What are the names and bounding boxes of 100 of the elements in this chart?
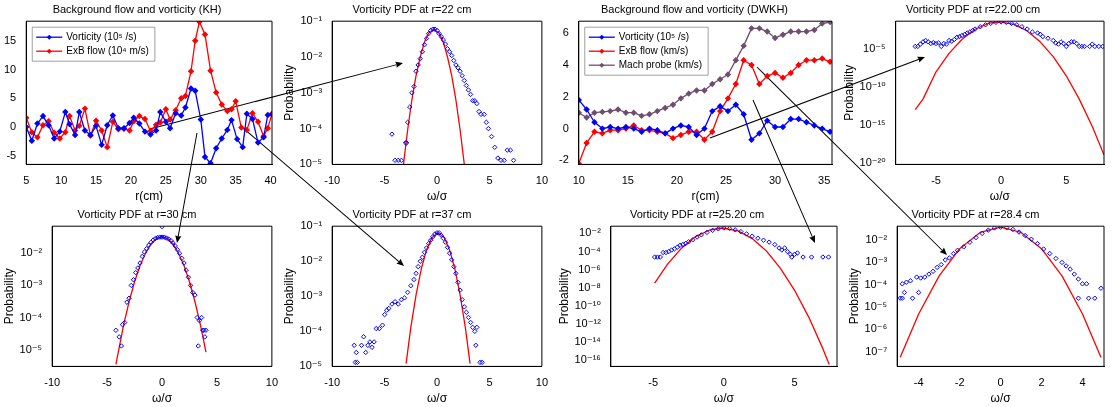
x-axis-title: r(cm) (691, 189, 720, 204)
y-tick-label: 10⁻⁵ (19, 342, 43, 355)
chart-title: Vorticity PDF at r=22 cm (352, 2, 472, 15)
y-tick-label: 10⁻⁴ (299, 324, 323, 337)
chart-title: Background flow and vorticity (DWKH) (600, 2, 789, 15)
y-tick-label: 10⁻⁵ (299, 157, 323, 170)
y-tick-label: 10⁻² (579, 226, 602, 239)
y-axis-title: Probability (841, 64, 856, 121)
y-tick-label: 10⁻¹⁰ (859, 80, 887, 93)
y-tick-label: 10⁻¹ (300, 14, 323, 27)
y-tick-label: 10⁻⁵ (863, 42, 886, 55)
x-tick-label: 10 (535, 376, 549, 389)
x-tick-label: 20 (124, 174, 138, 187)
y-tick-label: 10⁻⁶ (578, 262, 601, 275)
x-tick-label: 0 (998, 174, 1005, 187)
y-tick-label: 15 (3, 33, 17, 46)
x-tick-label: 0 (433, 376, 441, 389)
y-tick-label: 10⁻² (20, 246, 43, 259)
chart-title: Background flow and vorticity (KH) (52, 2, 222, 15)
legend-label: Vorticity (10⁵ /s) (66, 30, 137, 42)
y-axis-title: Probability (1, 268, 16, 325)
x-axis-title: ω/σ (151, 391, 173, 406)
chart-title: Vorticity PDF at r=37 cm (352, 207, 472, 220)
y-tick-label: 10⁻⁴ (299, 121, 323, 134)
y-tick-label: 10⁻⁶ (864, 322, 888, 335)
x-tick-label: 5 (213, 376, 221, 389)
y-tick-label: 10⁻¹⁶ (574, 353, 601, 366)
x-axis-title: ω/σ (989, 189, 1011, 204)
x-tick-label: 5 (791, 376, 798, 389)
y-tick-label: 10⁻² (865, 233, 888, 246)
x-tick-label: 10 (535, 174, 549, 187)
y-tick-label: 4 (562, 57, 569, 70)
y-tick-label: 10⁻³ (20, 278, 43, 291)
x-tick-label: 0 (158, 376, 166, 389)
y-tick-label: 10⁻¹² (575, 317, 602, 330)
chart-title: Vorticity PDF at r=28.4 cm (911, 207, 1040, 220)
x-tick-label: 5 (486, 174, 493, 187)
y-tick-label: -2 (559, 153, 569, 166)
y-axis-title: Probability (556, 268, 571, 325)
y-tick-label: 10⁻¹⁰ (574, 299, 602, 312)
x-tick-label: 20 (670, 174, 684, 187)
y-tick-label: 10⁻³ (300, 289, 323, 302)
x-tick-label: -5 (102, 376, 112, 389)
y-tick-label: 10⁻⁷ (865, 344, 888, 357)
y-tick-label: 10⁻⁵ (864, 300, 888, 313)
y-tick-label: 10⁻¹⁴ (574, 335, 602, 348)
y-tick-label: 10⁻⁵ (299, 359, 323, 372)
x-tick-label: 10 (55, 174, 68, 187)
y-tick-label: 5 (10, 91, 17, 104)
x-tick-label: -10 (44, 376, 61, 389)
x-axis-title: ω/σ (713, 391, 735, 406)
x-axis-title: ω/σ (426, 391, 448, 406)
x-tick-label: 25 (719, 174, 733, 187)
y-tick-label: 10⁻³ (865, 255, 888, 268)
x-tick-label: 5 (486, 376, 493, 389)
x-tick-label: -10 (324, 174, 341, 187)
x-tick-label: -5 (379, 174, 390, 187)
x-tick-label: 35 (229, 174, 242, 187)
legend-label: ExB flow (10⁴ m/s) (66, 44, 149, 56)
y-tick-label: 10⁻⁴ (864, 277, 888, 290)
y-tick-label: 10⁻² (300, 50, 323, 63)
y-tick-label: 0 (10, 120, 17, 133)
legend-label: Mach probe (km/s) (618, 58, 703, 70)
x-tick-label: -5 (931, 174, 941, 187)
x-tick-label: 40 (264, 174, 277, 187)
x-tick-label: 25 (159, 174, 172, 187)
x-tick-label: -4 (913, 376, 924, 389)
y-axis-title: Probability (281, 64, 296, 121)
y-tick-label: 10⁻²⁰ (859, 155, 887, 168)
x-tick-label: 0 (433, 174, 441, 187)
x-tick-label: 0 (720, 376, 727, 389)
x-tick-label: 15 (621, 174, 634, 187)
x-tick-label: 30 (194, 174, 207, 187)
x-tick-label: 5 (1063, 174, 1070, 187)
y-tick-label: 0 (562, 121, 569, 134)
y-tick-label: 10⁻¹⁵ (859, 117, 886, 130)
x-tick-label: -5 (648, 376, 659, 389)
y-tick-label: 10⁻⁴ (578, 244, 602, 257)
y-tick-label: 6 (562, 26, 569, 39)
chart-title: Vorticity PDF at r=25.20 cm (629, 207, 765, 220)
x-tick-label: 35 (818, 174, 831, 187)
y-tick-label: 2 (562, 89, 569, 102)
x-tick-label: -10 (324, 376, 341, 389)
y-tick-label: 10⁻⁸ (578, 280, 601, 293)
y-tick-label: 10⁻⁴ (19, 310, 43, 323)
x-tick-label: -5 (379, 376, 390, 389)
x-tick-label: 15 (89, 174, 103, 187)
y-tick-label: 10 (3, 62, 17, 75)
x-tick-label: 10 (265, 376, 279, 389)
y-tick-label: 10⁻¹ (300, 219, 323, 232)
x-axis-title: ω/σ (990, 391, 1012, 406)
y-axis-title: Probability (846, 268, 861, 325)
x-axis-title: ω/σ (426, 189, 448, 204)
x-tick-label: 30 (768, 174, 782, 187)
legend-label: ExB flow (km/s) (618, 44, 689, 56)
y-axis-title: Probability (281, 268, 296, 325)
chart-title: Vorticity PDF at r=30 cm (77, 207, 197, 220)
x-tick-label: -2 (954, 376, 965, 389)
chart-title: Vorticity PDF at r=22.00 cm (905, 2, 1041, 15)
legend-label: Vorticity (10⁵ /s) (618, 30, 690, 42)
